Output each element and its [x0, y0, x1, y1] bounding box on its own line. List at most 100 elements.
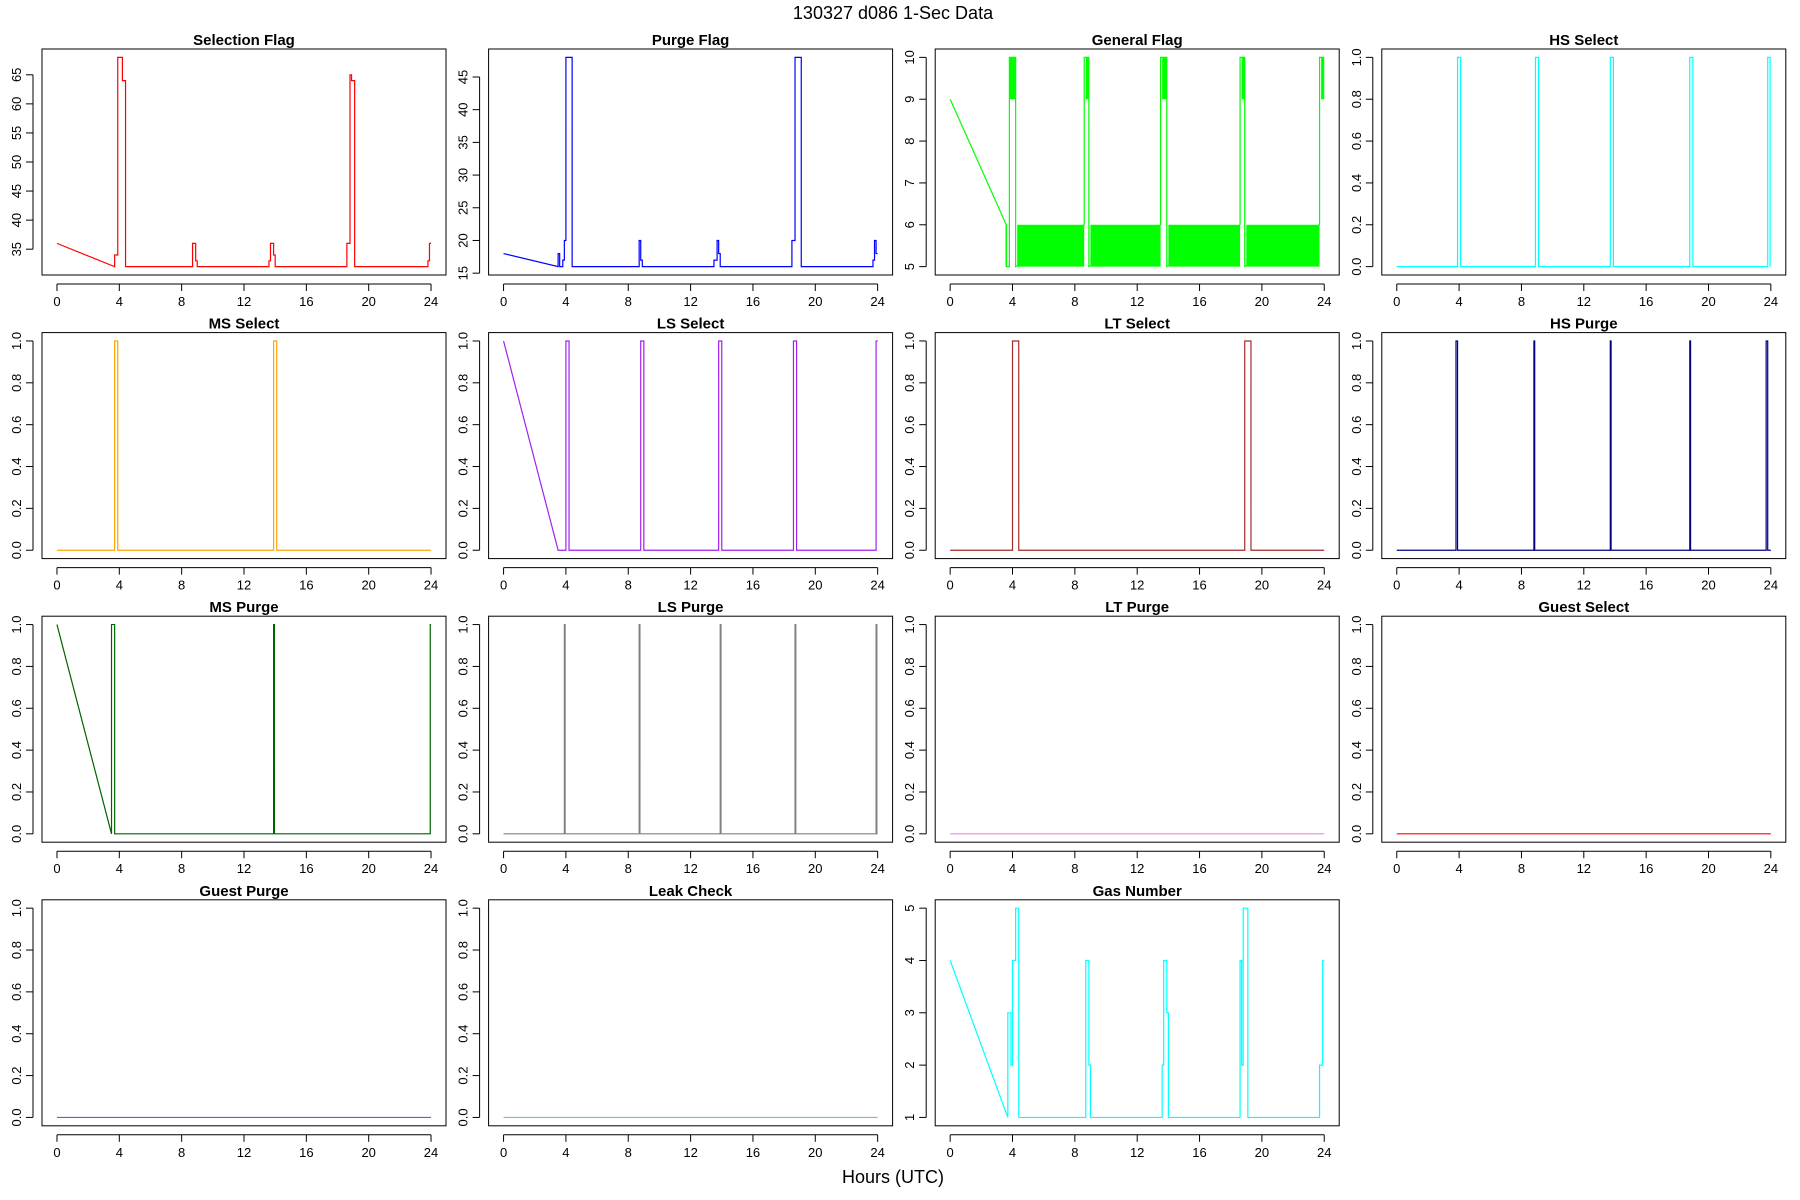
y-tick-label: 0.2: [9, 783, 24, 801]
x-tick-label: 8: [1518, 578, 1525, 593]
data-line: [1396, 340, 1771, 551]
x-tick-label: 24: [424, 294, 438, 309]
x-tick-label: 8: [1071, 578, 1078, 593]
x-tick-label: 8: [178, 861, 185, 876]
x-tick-label: 16: [746, 1145, 760, 1160]
x-tick-label: 20: [808, 294, 822, 309]
x-tick-label: 20: [361, 861, 375, 876]
panel: LT Select 0 4 8 12 16 20 24 0.0 0.2 0.4 0.6 0.8 1.0: [902, 316, 1340, 593]
y-tick-label: 0.0: [9, 1108, 24, 1126]
x-tick-label: 12: [1130, 861, 1144, 876]
y-tick-label: 0.6: [1349, 132, 1364, 150]
y-tick-label: 1.0: [1349, 48, 1364, 66]
x-tick-label: 8: [625, 1145, 632, 1160]
y-tick-label: 0.0: [902, 541, 917, 559]
x-tick-label: 16: [1192, 861, 1206, 876]
panel: Leak Check 0 4 8 12 16 20 24 0.0 0.2 0.4 0.6 0.8 1.0: [456, 883, 894, 1160]
y-tick-label: 0.4: [456, 1025, 471, 1043]
y-tick-label: 0.0: [456, 825, 471, 843]
plot-area: [502, 340, 878, 551]
plot-frame: [488, 332, 894, 560]
data-line: [1396, 56, 1771, 268]
x-tick-label: 4: [1009, 861, 1016, 876]
y-tick-label: 0.0: [9, 825, 24, 843]
y-tick-label: 0.0: [456, 1108, 471, 1126]
y-tick-label: 45: [456, 70, 471, 84]
y-tick-label: 20: [456, 233, 471, 247]
x-tick-label: 20: [1701, 294, 1715, 309]
x-tick-label: 8: [1518, 861, 1525, 876]
x-tick-label: 8: [1071, 294, 1078, 309]
data-line: [56, 340, 432, 551]
x-tick-label: 0: [500, 861, 507, 876]
plot-area: [503, 56, 878, 268]
y-tick-label: 0.4: [456, 741, 471, 759]
data-line: [950, 340, 1325, 551]
y-tick-label: 0.0: [1349, 258, 1364, 276]
x-tick-label: 24: [424, 1145, 438, 1160]
plot-area: [56, 623, 432, 835]
plot-frame: [488, 48, 894, 276]
y-tick-label: 45: [9, 184, 24, 198]
panel: HS Select 0 4 8 12 16 20 24 0.0 0.2 0.4 0.6 0.8 1.0: [1349, 32, 1787, 309]
x-tick-label: 12: [1577, 294, 1591, 309]
fill-band: [1009, 57, 1016, 100]
y-tick-label: 0.2: [1349, 499, 1364, 517]
y-tick-label: 0.4: [902, 741, 917, 759]
panel: LS Select 0 4 8 12 16 20 24 0.0 0.2 0.4 0.6 0.8 1.0: [456, 316, 894, 593]
x-tick-label: 16: [1192, 294, 1206, 309]
x-tick-label: 16: [746, 294, 760, 309]
x-tick-label: 0: [500, 294, 507, 309]
y-tick-label: 1.0: [456, 616, 471, 634]
y-tick-label: 0.4: [1349, 741, 1364, 759]
fill-band: [1321, 57, 1325, 100]
y-tick-label: 60: [9, 97, 24, 111]
x-tick-label: 8: [178, 578, 185, 593]
y-tick-label: 0.6: [456, 416, 471, 434]
x-tick-label: 16: [1192, 578, 1206, 593]
y-tick-label: 0.4: [456, 457, 471, 475]
x-tick-label: 24: [1317, 861, 1331, 876]
y-tick-label: 1.0: [902, 332, 917, 350]
y-tick-label: 0.6: [9, 983, 24, 1001]
x-tick-label: 4: [1455, 294, 1462, 309]
y-tick-label: 1.0: [1349, 332, 1364, 350]
x-tick-label: 16: [299, 578, 313, 593]
x-tick-label: 0: [53, 294, 60, 309]
x-tick-label: 4: [1455, 578, 1462, 593]
data-line: [56, 623, 432, 835]
y-tick-label: 30: [456, 168, 471, 182]
y-tick-label: 0.4: [1349, 457, 1364, 475]
x-tick-label: 16: [1192, 1145, 1206, 1160]
y-tick-label: 1.0: [9, 332, 24, 350]
x-tick-label: 24: [1317, 294, 1331, 309]
x-tick-label: 8: [625, 578, 632, 593]
x-tick-label: 4: [116, 1145, 123, 1160]
data-line: [503, 56, 878, 268]
y-tick-label: 0.0: [902, 825, 917, 843]
y-tick-label: 40: [9, 213, 24, 227]
y-tick-label: 65: [9, 68, 24, 82]
x-tick-label: 12: [1130, 578, 1144, 593]
y-tick-label: 0.6: [456, 699, 471, 717]
x-tick-label: 20: [1701, 861, 1715, 876]
x-tick-label: 16: [1639, 294, 1653, 309]
y-tick-label: 15: [456, 266, 471, 280]
x-tick-label: 0: [53, 861, 60, 876]
y-tick-label: 0.6: [1349, 416, 1364, 434]
panel-title: MS Purge: [209, 599, 278, 616]
panel-title: LS Purge: [658, 599, 724, 616]
x-tick-label: 0: [53, 1145, 60, 1160]
y-tick-label: 0.2: [902, 783, 917, 801]
plot-frame: [934, 899, 1340, 1127]
y-tick-label: 0.0: [1349, 541, 1364, 559]
x-tick-label: 4: [116, 861, 123, 876]
x-tick-label: 4: [562, 861, 569, 876]
panel: Purge Flag 0 4 8 12 16 20 24 15 20 25 30 35 40 45: [456, 32, 894, 309]
plot-frame: [488, 615, 894, 843]
panel-title: LT Purge: [1105, 599, 1169, 616]
plot-area: [503, 623, 878, 835]
panel: Guest Select 0 4 8 12 16 20 24 0.0 0.2 0.4 0.6 0.8 1.…: [1349, 599, 1787, 876]
x-tick-label: 24: [1317, 1145, 1331, 1160]
